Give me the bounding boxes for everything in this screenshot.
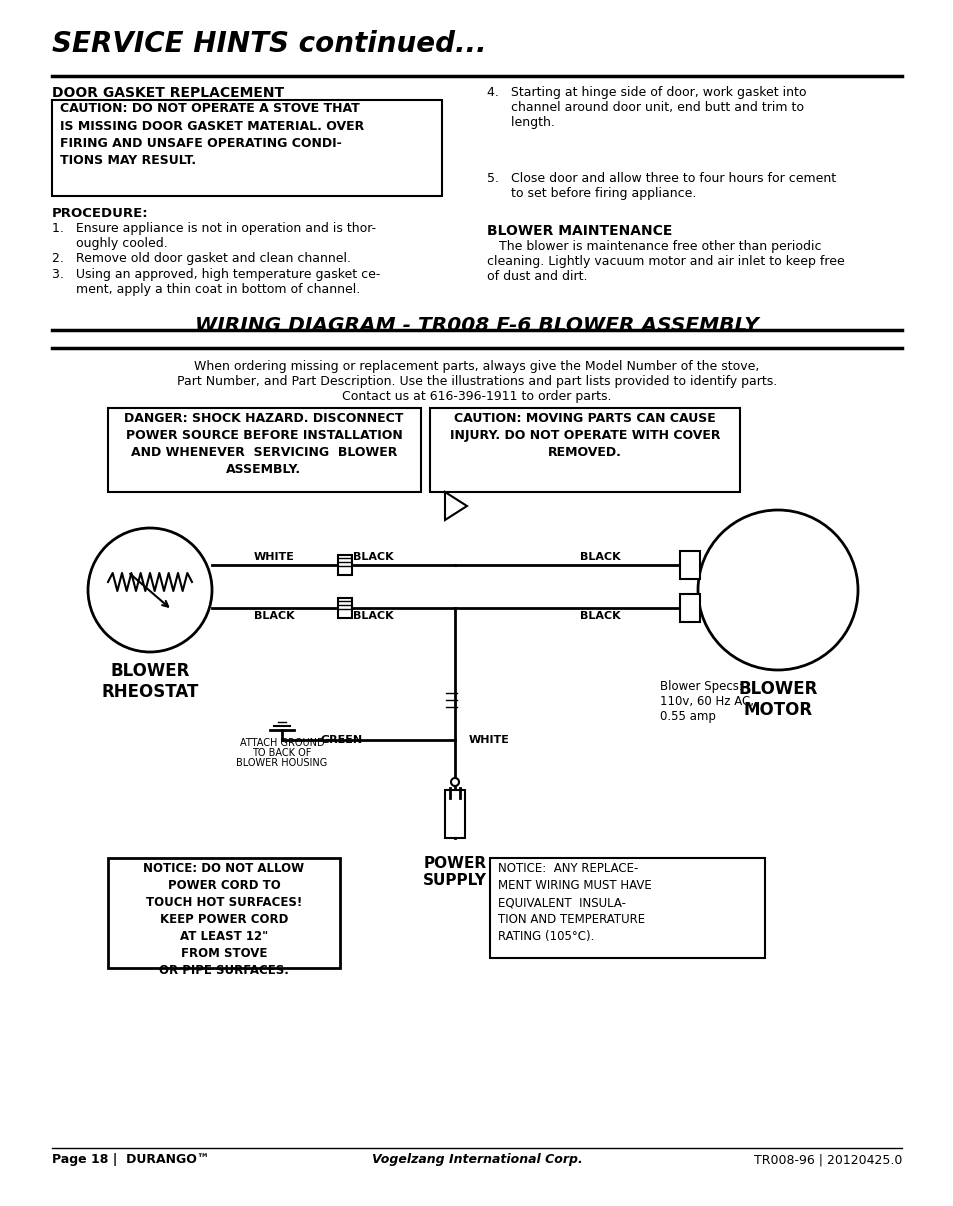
Text: SERVICE HINTS continued...: SERVICE HINTS continued... (52, 30, 486, 58)
Text: NOTICE:  ANY REPLACE-
MENT WIRING MUST HAVE
EQUIVALENT  INSULA-
TION AND TEMPERA: NOTICE: ANY REPLACE- MENT WIRING MUST HA… (497, 862, 651, 943)
Text: Vogelzang International Corp.: Vogelzang International Corp. (372, 1153, 581, 1166)
Text: BLOWER HOUSING: BLOWER HOUSING (236, 759, 327, 768)
Text: CAUTION: MOVING PARTS CAN CAUSE
INJURY. DO NOT OPERATE WITH COVER
REMOVED.: CAUTION: MOVING PARTS CAN CAUSE INJURY. … (449, 412, 720, 459)
Text: Contact us at 616-396-1911 to order parts.: Contact us at 616-396-1911 to order part… (342, 390, 611, 403)
Text: GREEN: GREEN (320, 734, 363, 745)
Bar (108, 857, 339, 968)
Text: BLOWER
MOTOR: BLOWER MOTOR (738, 680, 817, 719)
Bar (679, 595, 700, 622)
Bar (444, 790, 464, 838)
Text: TO BACK OF: TO BACK OF (252, 748, 312, 759)
Text: WHITE: WHITE (253, 552, 294, 562)
Text: ATTACH GROUND: ATTACH GROUND (239, 738, 324, 748)
Text: BLOWER
RHEOSTAT: BLOWER RHEOSTAT (101, 662, 198, 701)
Text: NOTICE: DO NOT ALLOW
POWER CORD TO
TOUCH HOT SURFACES!
KEEP POWER CORD
AT LEAST : NOTICE: DO NOT ALLOW POWER CORD TO TOUCH… (143, 862, 304, 977)
Circle shape (451, 778, 458, 786)
Text: WHITE: WHITE (469, 734, 509, 745)
Circle shape (698, 510, 857, 671)
Text: DANGER: SHOCK HAZARD. DISCONNECT
POWER SOURCE BEFORE INSTALLATION
AND WHENEVER  : DANGER: SHOCK HAZARD. DISCONNECT POWER S… (124, 412, 403, 476)
Text: TR008-96 | 20120425.0: TR008-96 | 20120425.0 (753, 1153, 901, 1166)
Text: DOOR GASKET REPLACEMENT: DOOR GASKET REPLACEMENT (52, 86, 284, 100)
Bar (490, 857, 764, 958)
Bar (679, 551, 700, 579)
Text: Page 18 |  DURANGO™: Page 18 | DURANGO™ (52, 1153, 209, 1166)
Text: Blower Specs:
110v, 60 Hz AC,
0.55 amp: Blower Specs: 110v, 60 Hz AC, 0.55 amp (659, 680, 753, 724)
Text: PROCEDURE:: PROCEDURE: (52, 207, 149, 219)
Text: CAUTION: DO NOT OPERATE A STOVE THAT
IS MISSING DOOR GASKET MATERIAL. OVER
FIRIN: CAUTION: DO NOT OPERATE A STOVE THAT IS … (60, 103, 364, 168)
Text: BLACK: BLACK (253, 611, 294, 621)
Text: BLACK: BLACK (579, 611, 619, 621)
Text: Part Number, and Part Description. Use the illustrations and part lists provided: Part Number, and Part Description. Use t… (176, 375, 777, 388)
Text: POWER
SUPPLY: POWER SUPPLY (422, 856, 486, 889)
Text: The blower is maintenance free other than periodic
cleaning. Lightly vacuum moto: The blower is maintenance free other tha… (486, 240, 843, 283)
Text: BLACK: BLACK (579, 552, 619, 562)
Text: 3.   Using an approved, high temperature gasket ce-
      ment, apply a thin coa: 3. Using an approved, high temperature g… (52, 268, 380, 295)
Text: WIRING DIAGRAM - TR008 F-6 BLOWER ASSEMBLY: WIRING DIAGRAM - TR008 F-6 BLOWER ASSEMB… (194, 316, 759, 335)
Text: 4.   Starting at hinge side of door, work gasket into
      channel around door : 4. Starting at hinge side of door, work … (486, 86, 805, 129)
Text: 1.   Ensure appliance is not in operation and is thor-
      oughly cooled.: 1. Ensure appliance is not in operation … (52, 222, 375, 250)
Bar (337, 555, 352, 575)
Circle shape (88, 528, 212, 652)
Text: BLACK: BLACK (353, 552, 393, 562)
Bar (337, 598, 352, 617)
Bar (430, 408, 740, 492)
Text: 2.   Remove old door gasket and clean channel.: 2. Remove old door gasket and clean chan… (52, 252, 351, 265)
Text: 5.   Close door and allow three to four hours for cement
      to set before fir: 5. Close door and allow three to four ho… (486, 172, 835, 200)
Bar (108, 408, 420, 492)
Polygon shape (444, 492, 467, 520)
Text: BLACK: BLACK (353, 611, 393, 621)
Text: BLOWER MAINTENANCE: BLOWER MAINTENANCE (486, 224, 672, 238)
Bar (52, 100, 441, 197)
Text: When ordering missing or replacement parts, always give the Model Number of the : When ordering missing or replacement par… (194, 361, 759, 373)
